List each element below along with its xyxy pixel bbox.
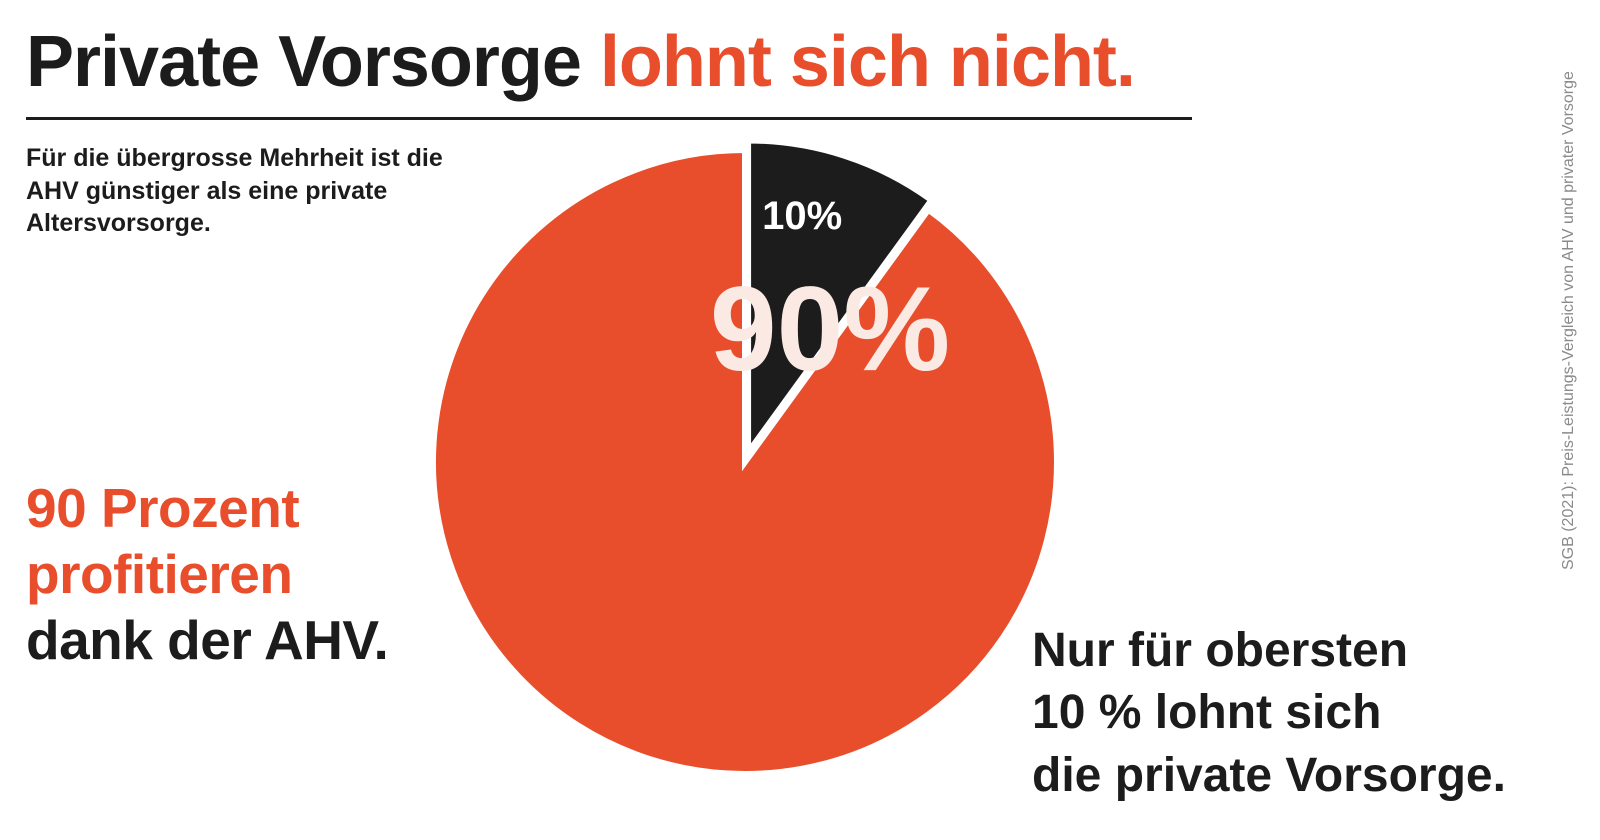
right-callout-line1: Nur für obersten [1032,624,1409,677]
subtitle: Für die übergrosse Mehrheit ist die AHV … [26,144,443,237]
right-callout: Nur für obersten 10 % lohnt sich die pri… [1032,620,1506,807]
left-callout-line1: 90 Prozent [26,477,300,539]
right-callout-line3: die private Vorsorge. [1032,748,1506,802]
title-part-dark: Private Vorsorge [26,22,582,102]
pie-label-10: 10% [762,194,842,238]
left-callout-line3: dank der AHV. [26,609,389,671]
right-callout-line2: 10 % lohnt sich [1032,686,1382,740]
title-part-accent: lohnt sich nicht. [599,22,1136,102]
left-callout-line2: profitieren [26,543,293,605]
pie-label-90: 90% [710,262,950,396]
title-underline [26,117,1192,120]
pie-slice-10 [745,137,936,462]
page-title: Private Vorsorge lohnt sich nicht. [26,26,1136,98]
pie-slice-90 [430,146,1060,777]
left-callout: 90 Prozent profitieren dank der AHV. [26,475,389,673]
